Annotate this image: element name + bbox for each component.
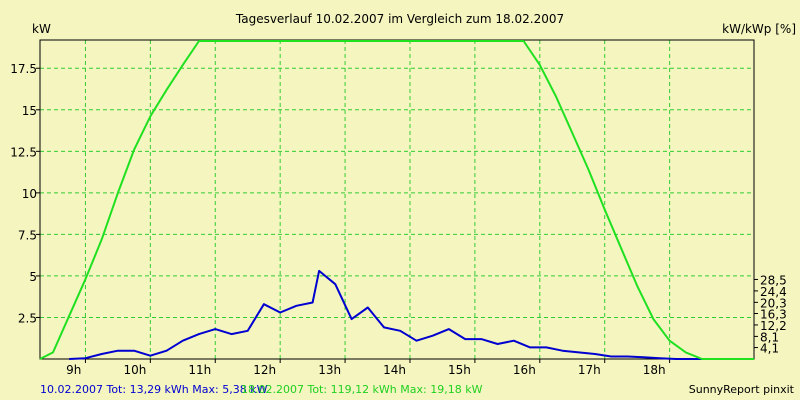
y-left-tick-label: 5	[29, 270, 37, 284]
series-line-green	[39, 40, 754, 360]
x-tick-label: 9h	[66, 363, 81, 377]
x-tick-label: 11h	[188, 363, 211, 377]
y-left-tick-label: 7.5	[18, 228, 37, 242]
y-left-tick-label: 2.5	[18, 311, 37, 325]
x-tick-label: 16h	[513, 363, 536, 377]
chart-title: Tagesverlauf 10.02.2007 im Vergleich zum…	[235, 12, 564, 26]
x-tick-label: 12h	[253, 363, 276, 377]
y-right-tick-label: 8,1	[760, 330, 779, 344]
x-tick-label: 13h	[318, 363, 341, 377]
y-right-tick-label: 12,2	[760, 319, 787, 333]
legend-blue-series: 10.02.2007 Tot: 13,29 kWh Max: 5,38 kW	[40, 383, 268, 396]
credit-text: SunnyReport pinxit	[689, 383, 795, 396]
y-left-tick-label: 12.5	[10, 145, 37, 159]
y-right-tick-label: 28,5	[760, 273, 787, 287]
y-right-tick-label: 16,3	[760, 308, 787, 322]
series-line-blue	[69, 269, 709, 360]
y-left-axis-label: kW	[32, 22, 51, 36]
x-tick-label: 14h	[383, 363, 406, 377]
series-layer	[39, 40, 754, 360]
x-tick-label: 15h	[448, 363, 471, 377]
legend-green-series: 18.02.2007 Tot: 119,12 kWh Max: 19,18 kW	[241, 383, 483, 396]
x-tick-label: 18h	[643, 363, 666, 377]
tick-labels: 9h 10h 11h 12h 13h 14h 15h 16h 17h 18h 2.5 5 7.5 10 12…	[10, 62, 786, 377]
y-right-tick-label: 4,1	[760, 342, 779, 356]
y-right-tick-label: 20,3	[760, 296, 787, 310]
y-left-tick-label: 10	[22, 187, 37, 201]
y-right-tick-label: 24,4	[760, 285, 787, 299]
y-left-tick-label: 15	[22, 104, 37, 118]
y-left-tick-label: 17.5	[10, 62, 37, 76]
x-tick-label: 10h	[123, 363, 146, 377]
plot-frame	[39, 39, 755, 360]
grid	[36, 40, 758, 363]
x-tick-label: 17h	[578, 363, 601, 377]
y-right-axis-label: kW/kWp [%]	[722, 22, 796, 36]
